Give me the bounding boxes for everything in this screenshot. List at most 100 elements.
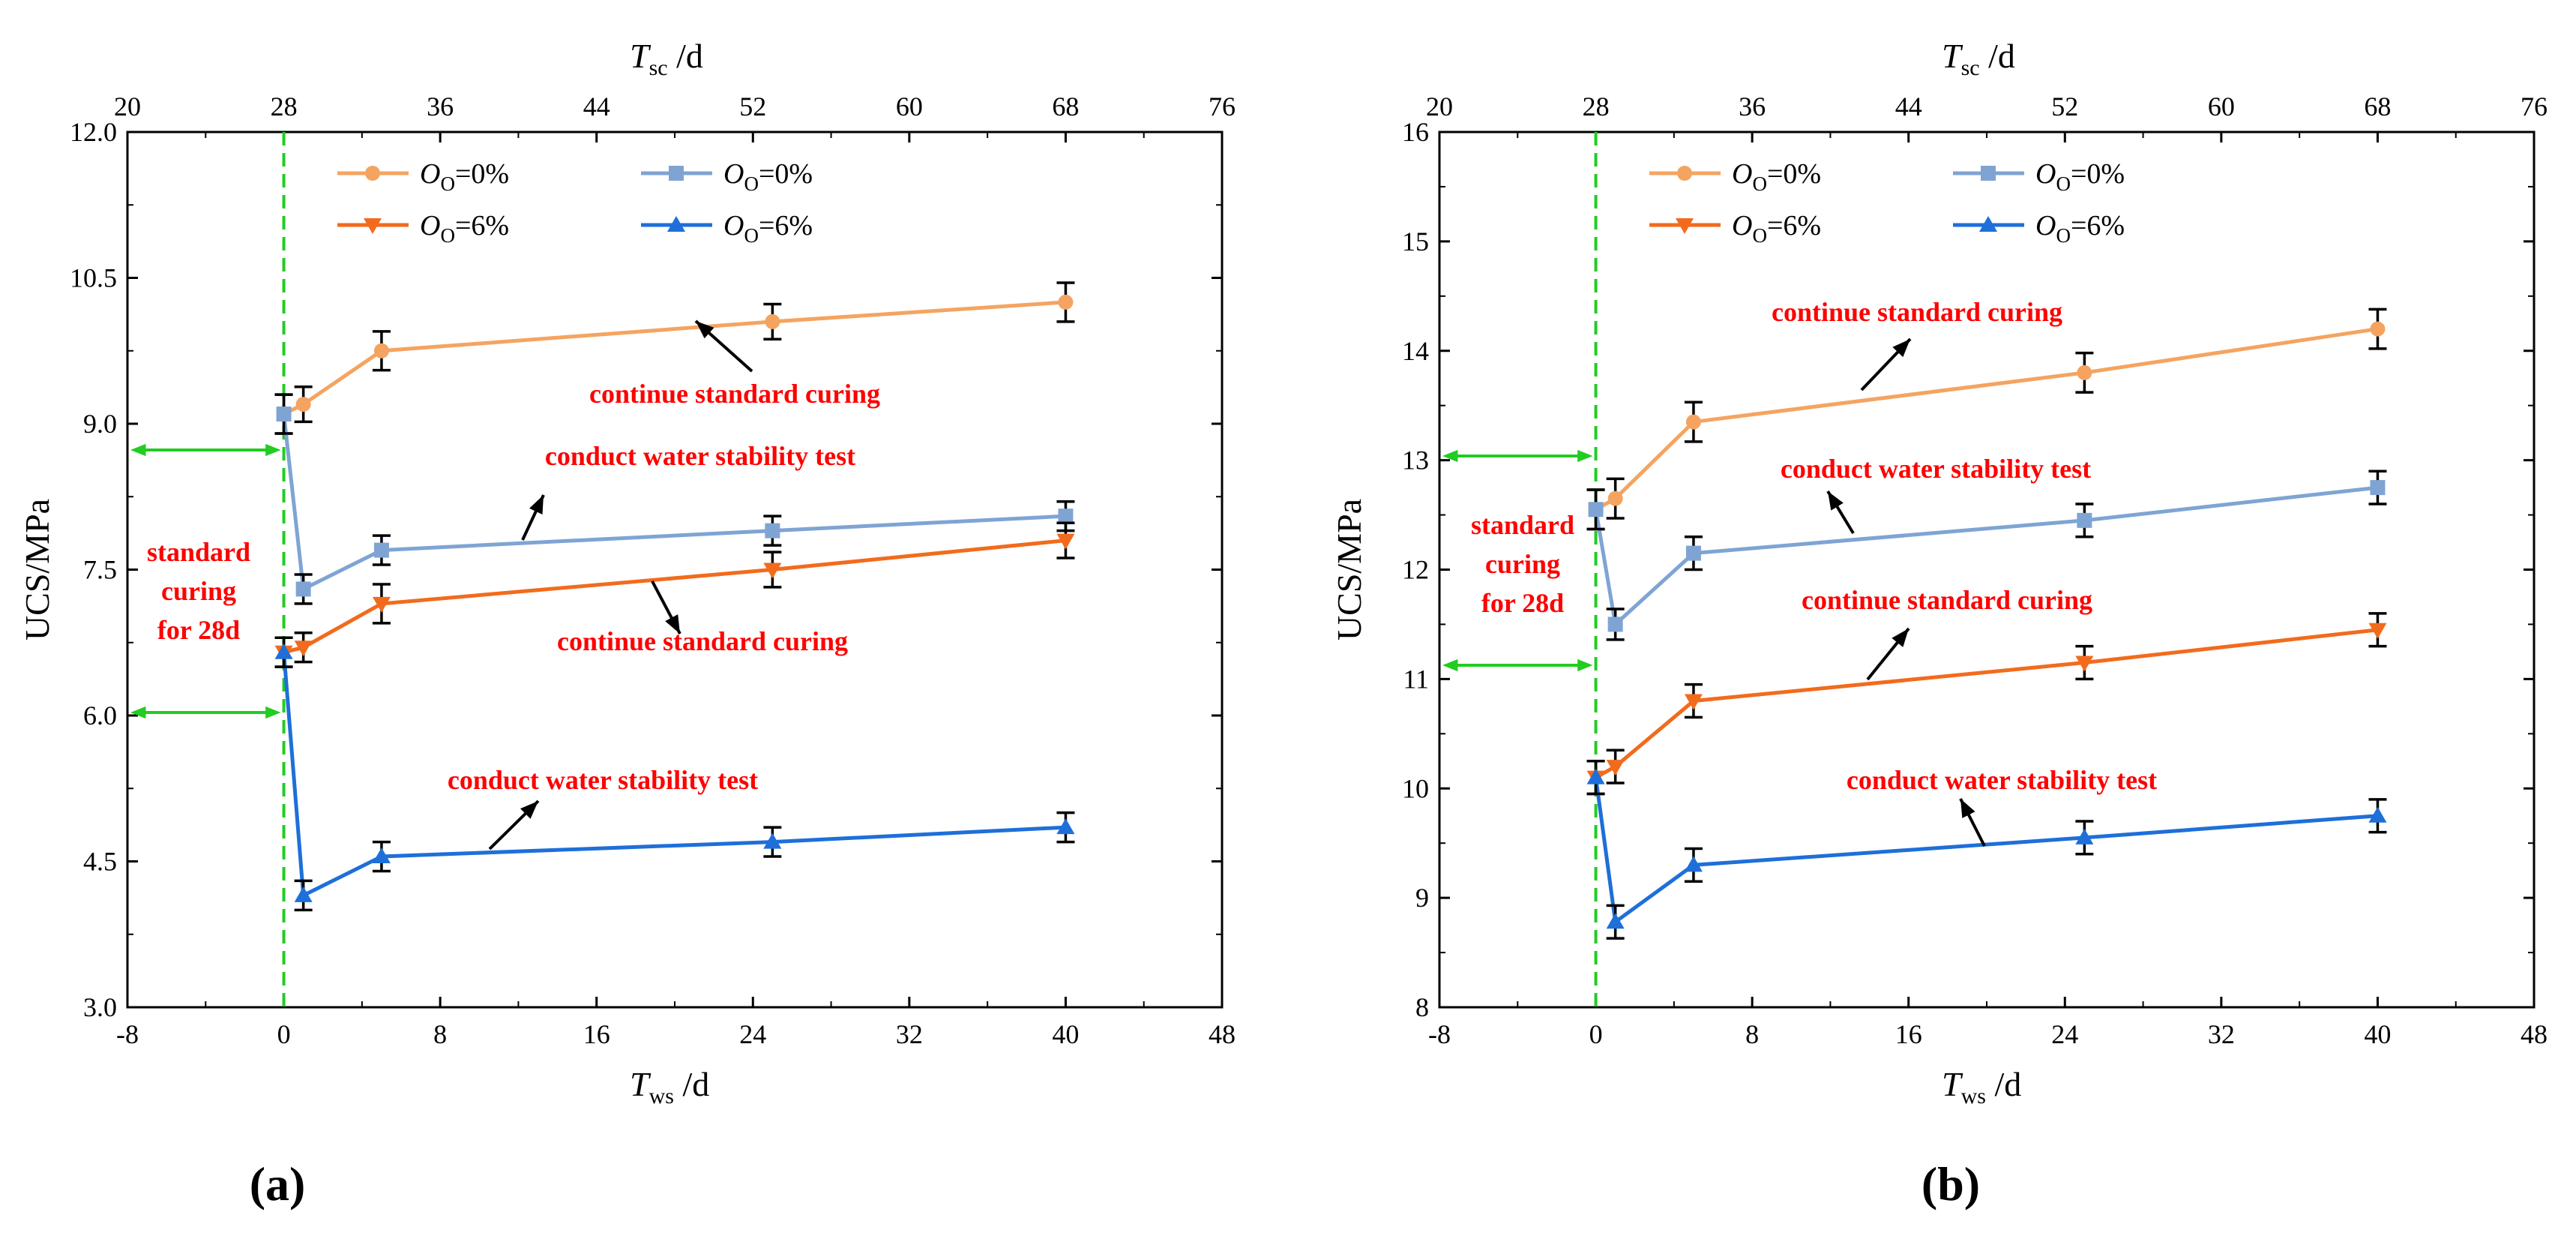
data-point <box>2077 364 2092 380</box>
x-axis-title: Tws /d <box>630 1065 709 1108</box>
data-point <box>372 848 391 864</box>
legend-label: OO=0% <box>1732 158 1821 195</box>
legend-marker <box>669 166 684 181</box>
arrow-head <box>1442 449 1458 463</box>
panel-label: (a) <box>250 1157 306 1210</box>
y-axis-title: UCS/MPa <box>18 499 56 640</box>
chart-panel-a: -8 20 0 28 8 36 16 44 24 52 32 60 40 68 48 76 3.0 4.5 6.0 7… <box>18 37 1236 1210</box>
data-point <box>1056 818 1075 835</box>
annotation-arrow-head <box>1960 799 1975 818</box>
x-tick-label: 24 <box>2051 1019 2078 1049</box>
annotation-text: continue standard curing <box>1802 585 2092 615</box>
y-tick-label: 4.5 <box>83 847 117 877</box>
x2-axis-title: Tsc /d <box>1942 37 2015 80</box>
side-label-line: for 28d <box>1481 588 1564 618</box>
y-tick-label: 16 <box>1402 117 1429 147</box>
annotation-text: conduct water stability test <box>545 441 855 471</box>
plot-frame <box>1438 130 2536 1009</box>
annotation-arrow-head <box>520 801 538 819</box>
legend-marker <box>1676 218 1694 234</box>
annotation-text: conduct water stability test <box>1781 454 2091 484</box>
annotation-text: continue standard curing <box>557 626 848 656</box>
x-tick-label: 40 <box>2364 1019 2391 1049</box>
arrow-head <box>1577 449 1593 463</box>
annotation-text: continue standard curing <box>589 379 880 409</box>
x2-tick-label: 52 <box>739 92 766 122</box>
data-point <box>2075 828 2094 844</box>
x2-tick-label: 44 <box>583 92 610 122</box>
data-point <box>1586 768 1605 784</box>
series-line <box>1594 777 2378 926</box>
legend-marker <box>364 218 382 234</box>
legend-marker <box>1979 216 1997 232</box>
plot-frame <box>126 130 1224 1009</box>
y-tick-label: 12 <box>1402 555 1429 585</box>
annotation-arrow-head <box>665 614 680 634</box>
annotation-arrow-head <box>529 495 544 514</box>
arrow-head <box>130 706 146 719</box>
data-point <box>765 314 780 329</box>
data-point <box>1684 856 1703 872</box>
data-point <box>373 343 389 358</box>
data-point <box>276 406 292 422</box>
y-tick-label: 12.0 <box>70 117 117 147</box>
data-point <box>1058 508 1074 524</box>
x-tick-label: 48 <box>1209 1019 1236 1049</box>
data-point <box>765 523 780 538</box>
legend-label: OO=6% <box>1732 210 1821 247</box>
annotation-arrow-head <box>1828 491 1844 511</box>
series-0 <box>274 281 1075 435</box>
y-tick-label: 10.5 <box>70 263 117 293</box>
arrow-head <box>1577 658 1593 672</box>
side-label-line: standard <box>1471 510 1574 540</box>
y-tick-label: 13 <box>1402 446 1429 476</box>
arrow-head <box>265 443 281 457</box>
side-label-line: curing <box>1485 549 1560 579</box>
legend-marker <box>1981 166 1996 181</box>
x-tick-label: 40 <box>1052 1019 1079 1049</box>
arrow-head <box>130 443 146 457</box>
data-point <box>1685 414 1701 430</box>
series-1 <box>274 393 1075 605</box>
x2-axis-title: Tsc /d <box>630 37 703 80</box>
annotation-text: conduct water stability test <box>1847 765 2157 795</box>
data-point <box>373 542 389 558</box>
data-point <box>295 397 311 412</box>
x-tick-label: 24 <box>739 1019 766 1049</box>
y-tick-label: 15 <box>1402 226 1429 256</box>
data-point <box>1056 533 1075 550</box>
series-3 <box>1586 760 2387 940</box>
legend-label: OO=6% <box>723 210 813 247</box>
x2-tick-label: 28 <box>1583 92 1610 122</box>
data-point <box>2370 321 2386 337</box>
series-0 <box>1586 308 2387 531</box>
data-point <box>1606 913 1625 929</box>
data-point <box>763 832 782 849</box>
data-point <box>1607 490 1623 506</box>
chart-panel-b: -8 20 0 28 8 36 16 44 24 52 32 60 40 68 48 76 8 9 10 11 12 13… <box>1330 37 2548 1210</box>
side-label-line: standard <box>147 537 250 567</box>
side-label-line: for 28d <box>157 615 240 645</box>
legend-marker <box>667 216 685 232</box>
x-tick-label: 16 <box>1895 1019 1922 1049</box>
legend-label: OO=0% <box>723 158 813 195</box>
data-point <box>294 640 313 657</box>
data-point <box>2075 656 2094 672</box>
data-point <box>1058 294 1074 310</box>
annotation-arrow-head <box>696 321 714 339</box>
data-point <box>2368 622 2387 639</box>
data-point <box>1684 694 1703 710</box>
data-point <box>1606 760 1625 776</box>
y-tick-label: 6.0 <box>83 700 117 730</box>
data-point <box>294 886 313 902</box>
legend: OO=0% OO=0% OO=6% OO=6% <box>1649 158 2125 247</box>
x2-tick-label: 36 <box>1739 92 1766 122</box>
annotation-text: continue standard curing <box>1772 297 2062 327</box>
data-point <box>372 596 391 613</box>
x-tick-label: 8 <box>433 1019 447 1049</box>
legend-label: OO=0% <box>420 158 509 195</box>
x-tick-label: 0 <box>1589 1019 1603 1049</box>
annotation-arrow-head <box>1892 628 1909 647</box>
x2-tick-label: 28 <box>271 92 298 122</box>
